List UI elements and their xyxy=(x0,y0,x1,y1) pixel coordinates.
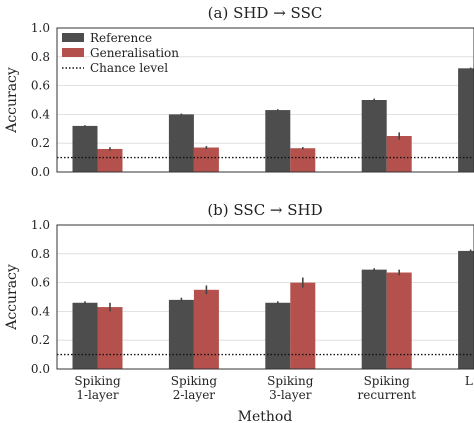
panel-a-title: (a) SHD → SSC xyxy=(208,4,323,22)
x-tick-label: Spiking 3-layer xyxy=(267,374,314,402)
bar-generalisation xyxy=(290,282,316,369)
x-tick-label-line: Spiking xyxy=(364,374,411,388)
y-tick-label: 0.8 xyxy=(31,247,50,261)
x-tick-label: LSTM xyxy=(465,374,474,388)
y-tick-label: 0.6 xyxy=(31,276,50,290)
y-tick-label: 0.2 xyxy=(31,333,50,347)
x-tick-label-line: Spiking xyxy=(267,374,314,388)
x-tick-label-line: Spiking xyxy=(171,374,218,388)
y-tick-label: 0.0 xyxy=(31,165,50,179)
bar-generalisation xyxy=(97,148,123,172)
bar-reference xyxy=(361,100,387,172)
bar-reference xyxy=(458,68,474,172)
x-axis-label: Method xyxy=(238,409,293,423)
bar-reference xyxy=(168,299,194,369)
legend-label: Generalisation xyxy=(90,46,179,60)
x-tick-label-line: LSTM xyxy=(465,374,474,388)
panel-a-plot: 0.0 0.2 0.4 0.6 0.8 1.0 xyxy=(31,21,474,179)
panel-b-title: (b) SSC → SHD xyxy=(207,201,322,219)
legend-swatch-reference xyxy=(62,33,84,42)
y-tick-label: 0.0 xyxy=(31,362,50,376)
bar-reference xyxy=(72,302,98,369)
bar-generalisation xyxy=(290,148,316,172)
x-tick-label-line: recurrent xyxy=(357,388,416,402)
bar-generalisation xyxy=(97,307,123,369)
y-tick-label: 0.2 xyxy=(31,136,50,150)
bar-generalisation xyxy=(386,136,412,172)
y-tick-label: 1.0 xyxy=(31,218,50,232)
x-tick-label-line: 3-layer xyxy=(269,388,312,402)
legend-label: Reference xyxy=(90,31,152,45)
y-tick-label: 1.0 xyxy=(31,21,50,35)
bar-reference xyxy=(72,125,98,172)
bar-generalisation xyxy=(193,147,219,172)
panel-b-y-axis-label: Accuracy xyxy=(4,264,20,331)
y-tick-label: 0.8 xyxy=(31,50,50,64)
x-tick-label-line: Spiking xyxy=(74,374,121,388)
bar-reference xyxy=(458,250,474,369)
bar-reference xyxy=(265,110,291,172)
legend-label: Chance level xyxy=(90,61,168,75)
bar-generalisation xyxy=(386,272,412,369)
bar-reference xyxy=(265,302,291,369)
axes-frame xyxy=(56,224,474,370)
bar-reference xyxy=(168,114,194,172)
bar-reference xyxy=(361,269,387,369)
panel-a-y-axis-label: Accuracy xyxy=(4,67,20,134)
x-tick-label: Spiking recurrent xyxy=(357,374,416,402)
axes-frame xyxy=(56,27,474,173)
x-tick-label-line: 2-layer xyxy=(173,388,216,402)
y-tick-label: 0.4 xyxy=(31,107,50,121)
x-tick-label: Spiking 2-layer xyxy=(171,374,218,402)
legend-swatch-generalisation xyxy=(62,48,84,57)
y-tick-label: 0.4 xyxy=(31,304,50,318)
x-tick-label-line: 1-layer xyxy=(76,388,119,402)
bar-generalisation xyxy=(193,289,219,369)
y-tick-label: 0.6 xyxy=(31,79,50,93)
x-tick-label: Spiking 1-layer xyxy=(74,374,121,402)
